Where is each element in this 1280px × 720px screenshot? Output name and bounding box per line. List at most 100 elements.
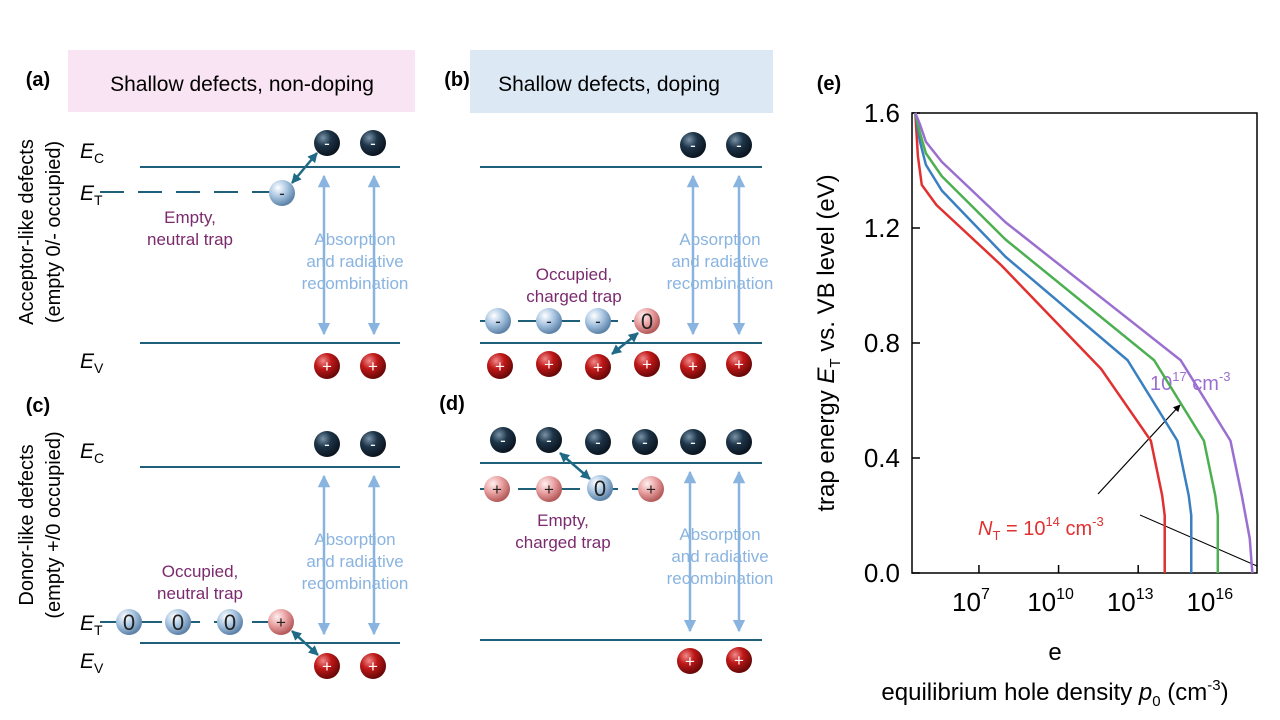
carrier-charge: + — [646, 480, 656, 499]
carrier-charge: - — [595, 312, 601, 331]
carrier — [485, 308, 511, 334]
x-tick-base: 10 — [1186, 587, 1215, 617]
process-note: recombination — [302, 574, 409, 593]
level-label: ET — [80, 612, 103, 638]
level-label: EV — [80, 350, 104, 376]
carrier-charge: + — [544, 355, 554, 374]
trap-note: Occupied, — [536, 265, 613, 284]
carrier — [585, 308, 611, 334]
process-note: Absorption — [679, 230, 760, 249]
carrier — [680, 132, 706, 158]
level-label: EC — [80, 440, 104, 466]
carrier — [726, 132, 752, 158]
level-subscript: C — [94, 150, 104, 166]
process-note: and radiative — [306, 252, 403, 271]
x-tick-base: 10 — [952, 587, 981, 617]
carrier-charge: - — [546, 431, 552, 450]
carrier — [680, 429, 706, 455]
process-note: recombination — [302, 274, 409, 293]
trap-note: Empty, — [164, 208, 216, 227]
process-note: Absorption — [314, 230, 395, 249]
level-symbol: E — [80, 650, 95, 673]
series-line — [914, 112, 1166, 573]
carrier-charge: + — [734, 355, 744, 374]
carrier-charge: 0 — [172, 610, 184, 635]
carrier-charge: + — [688, 357, 698, 376]
carrier-charge: - — [324, 435, 330, 454]
carrier-charge: - — [595, 433, 601, 452]
carrier-charge: - — [690, 433, 696, 452]
carrier-charge: - — [690, 136, 696, 155]
carrier — [490, 427, 516, 453]
x-axis-label: equilibrium hole density p0 (cm-3) — [881, 677, 1228, 710]
carrier-charge: - — [500, 431, 506, 450]
carrier — [677, 648, 703, 674]
carrier — [536, 351, 562, 377]
row-label: Donor-like defects — [16, 444, 38, 605]
carrier — [268, 609, 294, 635]
carrier — [360, 130, 386, 156]
carrier — [726, 351, 752, 377]
carrier-charge: - — [370, 435, 376, 454]
carrier-charge: - — [642, 433, 648, 452]
carrier — [632, 429, 658, 455]
process-note: and radiative — [306, 552, 403, 571]
carrier-charge: + — [492, 480, 502, 499]
x-tick-exponent: 13 — [1136, 586, 1154, 603]
carrier-charge: + — [593, 358, 603, 377]
x-tick-label: 1013 — [1107, 586, 1154, 617]
chart: (e) e equilibrium hole density p0 (cm-3)… — [813, 73, 1258, 710]
carrier — [487, 353, 513, 379]
level-subscript: V — [94, 660, 104, 676]
carrier — [314, 653, 340, 679]
panel-label: (d) — [439, 393, 465, 415]
process-note: Absorption — [679, 525, 760, 544]
carrier-charge: - — [736, 136, 742, 155]
x-tick-label: 107 — [952, 586, 990, 617]
carrier — [165, 609, 191, 635]
carrier — [587, 475, 613, 501]
carrier-charge: 0 — [641, 309, 653, 334]
level-subscript: T — [94, 192, 103, 208]
carrier-charge: - — [370, 134, 376, 153]
series-line — [914, 112, 1220, 573]
carrier — [638, 476, 664, 502]
x-tick-label: 1016 — [1186, 586, 1233, 617]
trap-note: neutral trap — [147, 230, 233, 249]
carrier — [314, 353, 340, 379]
carrier-charge: + — [685, 652, 695, 671]
level-label: ET — [80, 182, 103, 208]
carrier-charge: - — [546, 312, 552, 331]
level-subscript: C — [94, 450, 104, 466]
panel-label: (b) — [444, 69, 470, 91]
carrier — [314, 431, 340, 457]
carrier — [536, 308, 562, 334]
carrier — [360, 353, 386, 379]
carrier — [536, 427, 562, 453]
carrier-charge: 0 — [224, 610, 236, 635]
carrier-charge: - — [324, 134, 330, 153]
carrier — [536, 476, 562, 502]
panel-header: Shallow defects, doping — [498, 73, 720, 96]
carrier-charge: + — [544, 480, 554, 499]
carrier — [116, 609, 142, 635]
row-label: (empty 0/- occupied) — [43, 141, 65, 323]
carrier-charge: + — [322, 357, 332, 376]
annotation: 1017 cm-3 — [1150, 369, 1231, 395]
level-symbol: E — [80, 350, 95, 373]
header-box — [470, 50, 773, 113]
carrier-charge: + — [734, 651, 744, 670]
trap-note: Occupied, — [162, 562, 239, 581]
y-axis-label: trap energy ET vs. VB level (eV) — [813, 174, 844, 511]
level-symbol: E — [80, 140, 95, 163]
carrier — [585, 354, 611, 380]
series-line — [914, 112, 1193, 573]
trap-note: Empty, — [537, 511, 589, 530]
row-label: (empty +/0 occupied) — [43, 431, 65, 618]
carrier — [585, 429, 611, 455]
capture-arrows — [291, 152, 639, 656]
guide-line — [1139, 514, 1258, 567]
level-subscript: T — [94, 622, 103, 638]
level-symbol: E — [80, 182, 95, 205]
